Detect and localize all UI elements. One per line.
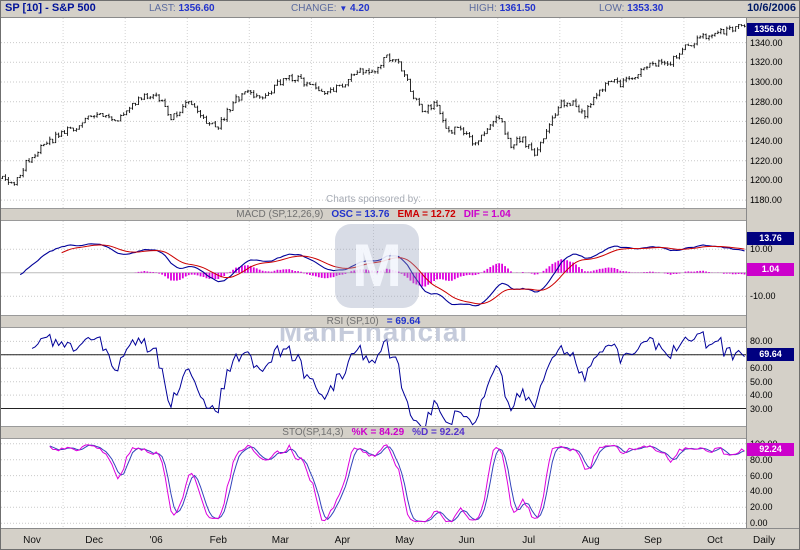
rsi-value: = 69.64 [386,316,421,327]
sto-badge: 92.24 [747,443,794,456]
last-price-badge: 1356.60 [747,23,794,36]
macd-dif-badge: 1.04 [747,263,794,276]
sto-chart-panel[interactable] [1,439,746,528]
timeframe-label: Daily [753,535,776,546]
symbol-title: SP [10] - S&P 500 [5,2,96,14]
macd-name: MACD (SP,12,26,9) [236,209,324,220]
y-axis-tick-label: 1200.00 [750,175,783,185]
y-axis-tick-label: 40.00 [750,390,773,400]
high-quote: HIGH: 1361.50 [469,3,536,14]
rsi-chart-panel[interactable] [1,328,746,426]
x-axis-month-label: Aug [581,535,600,546]
sto-d-value: %D = 92.24 [412,427,465,438]
sto-chart-canvas[interactable] [1,439,746,528]
y-axis-tick-label: 0.00 [750,518,768,528]
x-axis-month-label: Jul [522,535,536,546]
macd-osc-value: OSC = 13.76 [331,209,390,220]
high-value: 1361.50 [499,3,536,14]
y-axis-tick-label: 60.00 [750,363,773,373]
x-axis-month-label: Feb [209,535,227,546]
change-label: CHANGE: [291,3,337,14]
macd-header: MACD (SP,12,26,9) OSC = 13.76 EMA = 12.72 D… [1,208,746,221]
change-value: 4.20 [350,3,370,14]
x-axis-month-label: Dec [85,535,104,546]
y-axis-tick-label: 80.00 [750,455,773,465]
sto-name: STO(SP,14,3) [282,427,344,438]
rsi-header: RSI (SP,10) = 69.64 [1,315,746,328]
macd-chart-canvas[interactable] [1,221,746,315]
macd-ema-value: EMA = 12.72 [397,209,456,220]
session-date: 10/6/2006 [747,2,796,14]
sto-k-value: %K = 84.29 [351,427,405,438]
x-axis-month-label: Apr [334,535,351,546]
change-quote: CHANGE: ▼ 4.20 [291,3,370,14]
y-axis-tick-label: 50.00 [750,377,773,387]
x-axis-month-label: May [395,535,414,546]
x-axis-month-label: Nov [23,535,41,546]
x-axis-month-label: Mar [271,535,289,546]
low-value: 1353.30 [627,3,664,14]
macd-dif-value: DIF = 1.04 [463,209,511,220]
last-value: 1356.60 [178,3,215,14]
rsi-chart-canvas[interactable] [1,328,746,426]
y-axis-tick-label: 60.00 [750,471,773,481]
x-axis-month-label: Sep [643,535,662,546]
low-quote: LOW: 1353.30 [599,3,663,14]
x-axis-month-label: Oct [707,535,723,546]
macd-osc-badge: 13.76 [747,232,794,245]
quote-bar: SP [10] - S&P 500 LAST: 1356.60 CHANGE: … [1,1,799,18]
y-axis-tick-label: 1260.00 [750,116,783,126]
y-axis-tick-label: 1300.00 [750,77,783,87]
y-axis-tick-label: 1240.00 [750,136,783,146]
y-axis-tick-label: 30.00 [750,404,773,414]
x-axis-bar: Daily Nov Dec '06 Feb Mar Apr May Jun Jul Aug Sep O… [1,528,799,549]
macd-chart-panel[interactable] [1,221,746,315]
y-axis-tick-label: 80.00 [750,336,773,346]
x-axis-month-label: '06 [149,535,163,546]
rsi-badge: 69.64 [747,348,794,361]
low-label: LOW: [599,3,625,14]
price-chart-canvas[interactable] [1,18,746,208]
last-label: LAST: [149,3,176,14]
y-axis-tick-label: 40.00 [750,486,773,496]
sto-header: STO(SP,14,3) %K = 84.29 %D = 92.24 [1,426,746,439]
y-axis-tick-label: 1180.00 [750,195,782,205]
last-quote: LAST: 1356.60 [149,3,215,14]
y-axis-tick-label: 10.00 [750,244,773,254]
y-axis-tick-label: 1280.00 [750,97,783,107]
high-label: HIGH: [469,3,497,14]
y-axis-tick-label: 1340.00 [750,38,783,48]
y-axis-tick-label: 1320.00 [750,57,783,67]
down-triangle-icon: ▼ [339,4,348,13]
price-chart-panel[interactable] [1,18,746,208]
y-axis-tick-label: -10.00 [750,291,776,301]
y-axis-tick-label: 1220.00 [750,156,783,166]
x-axis-month-label: Jun [458,535,475,546]
rsi-name: RSI (SP,10) [326,316,379,327]
y-axis-tick-label: 20.00 [750,502,773,512]
